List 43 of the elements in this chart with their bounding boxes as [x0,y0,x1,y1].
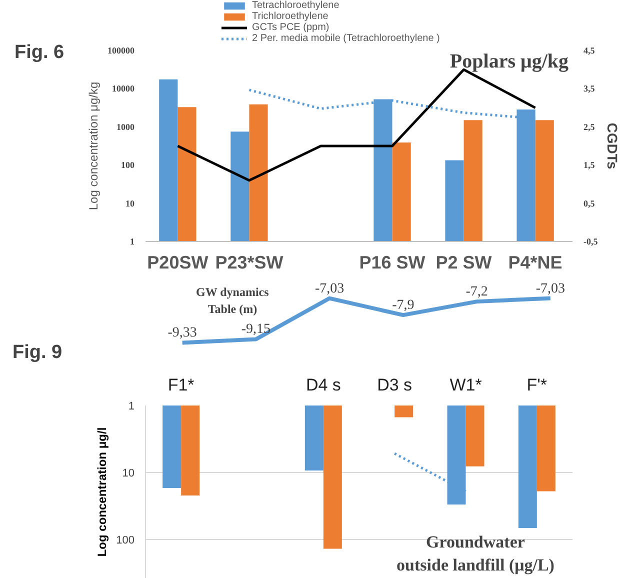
chart-title: Poplars μg/kg [450,50,569,72]
annotation: Groundwater outside landfill (μg/L) [396,532,554,574]
data-label: -7,03 [314,281,344,296]
data-label: -9,33 [168,326,197,341]
x-tick-label: F1* [168,376,195,394]
x-tick-label: P2 SW [436,252,492,272]
x-tick-label: P16 SW [359,252,426,272]
y2-tick-label: 4,5 [584,46,596,56]
x-tick-label: F'* [526,376,548,394]
y-tick-label: 10000 [112,84,135,94]
legend-label: Tetrachloroethylene [252,0,340,11]
y-axis-title: Log concentration μg/l [95,427,110,557]
y-tick-label: 1 [128,400,135,412]
y2-tick-label: 0,5 [584,198,596,208]
caption: Fig. 9 [12,342,62,363]
y2-tick-label: 3,5 [584,84,596,94]
y-tick-label: 10 [126,198,135,208]
legend-label: Trichloroethylene [252,11,328,22]
data-label: -7,03 [536,281,566,296]
x-tick-label: P4*NE [508,252,562,272]
x-tick-label: D4 s [306,376,341,394]
x-tick-label: P20SW [147,252,208,272]
legend-label: 2 Per. media mobile (Tetrachloroethylene ) [252,33,440,44]
y-tick-label: 100 [121,160,135,170]
y-tick-label: 100 [116,534,135,547]
y-tick-label: 1 [130,236,135,246]
data-label: -7,2 [466,284,488,300]
annotation: GW dynamics Table (m) [196,285,270,316]
x-tick-label: W1* [450,376,482,394]
x-tick-label: D3 s [377,376,412,394]
y-tick-label: 100000 [108,46,135,56]
y-tick-label: 10 [122,468,135,480]
y2-axis-title: CGDTs [604,122,621,170]
data-label: -9,15 [241,322,271,338]
y2-tick-label: 1,5 [584,160,596,170]
y2-tick-label: 2,5 [584,122,596,132]
legend-label: GCTs PCE (ppm) [252,22,330,33]
y-axis-title: Log concentration μg/kg [86,82,100,210]
caption: Fig. 6 [14,42,64,63]
data-label: -7,9 [392,298,414,314]
x-tick-label: P23*SW [215,252,284,272]
y-tick-label: 1000 [116,122,135,132]
y2-tick-label: -0,5 [584,236,598,246]
